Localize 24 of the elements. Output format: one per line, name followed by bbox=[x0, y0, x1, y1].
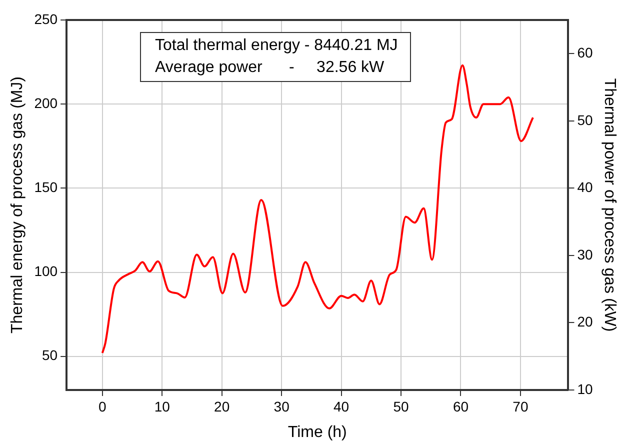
y2-tick-label: 50 bbox=[577, 112, 594, 128]
y2-tick-label: 30 bbox=[577, 246, 594, 262]
y-tick-label: 250 bbox=[34, 10, 58, 27]
y-tick-label: 50 bbox=[42, 347, 58, 364]
x-tick-label: 10 bbox=[154, 398, 170, 414]
x-tick-label: 40 bbox=[333, 398, 350, 414]
y2-tick-label: 20 bbox=[577, 314, 594, 330]
x-axis-title: Time (h) bbox=[288, 424, 347, 441]
x-tick-label: 50 bbox=[393, 398, 409, 414]
x-tick-label: 30 bbox=[274, 398, 290, 414]
y2-tick-label: 60 bbox=[577, 44, 594, 60]
annotation: Total thermal energy - 8440.21 MJ bbox=[155, 36, 398, 56]
annotation: Average power - 32.56 kW bbox=[155, 58, 386, 78]
y-tick-label: 100 bbox=[34, 263, 58, 280]
y2-tick-label: 40 bbox=[577, 179, 594, 196]
x-tick-label: 0 bbox=[98, 398, 106, 414]
y-axis-title: Thermal energy of process gas (MJ) bbox=[9, 76, 26, 334]
y2-tick-label: 10 bbox=[577, 380, 594, 397]
x-tick-label: 20 bbox=[214, 398, 230, 414]
y2-axis-title: Thermal power of process gas (kW) bbox=[600, 78, 618, 332]
x-tick-label: 60 bbox=[452, 398, 469, 414]
y-tick-label: 150 bbox=[34, 179, 58, 196]
x-tick-label: 70 bbox=[512, 398, 528, 414]
y-tick-label: 200 bbox=[34, 94, 58, 111]
